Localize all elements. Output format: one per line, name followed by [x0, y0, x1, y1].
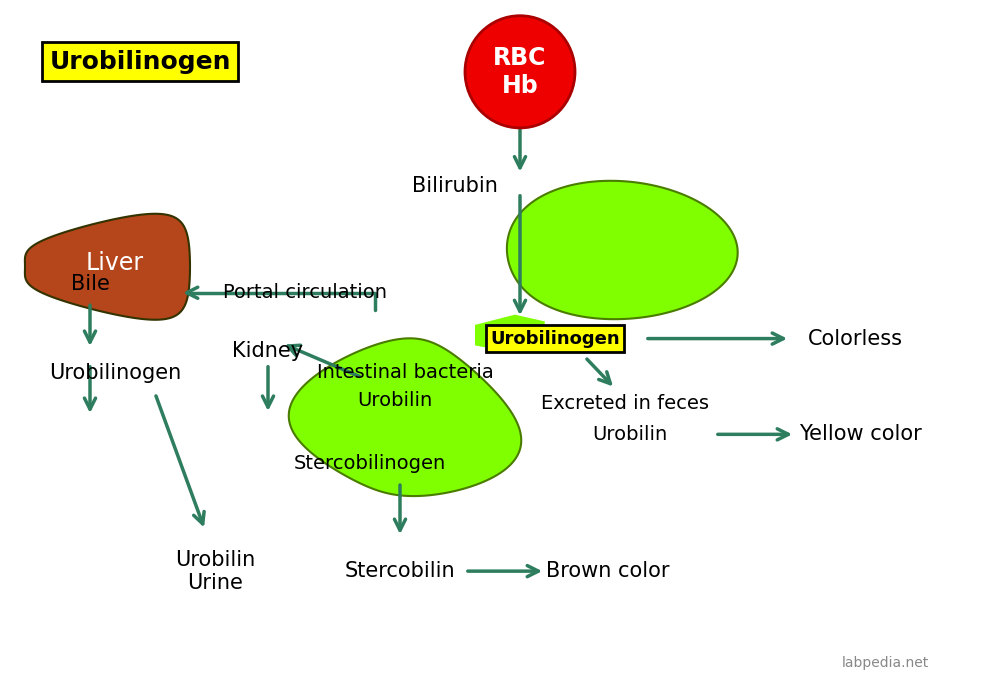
Text: Urobilin: Urobilin	[357, 391, 433, 410]
Text: Urobilinogen: Urobilinogen	[49, 363, 181, 383]
Text: RBC
Hb: RBC Hb	[493, 46, 547, 98]
Text: Stercobilinogen: Stercobilinogen	[294, 453, 446, 473]
Polygon shape	[289, 339, 521, 496]
Text: Yellow color: Yellow color	[799, 424, 921, 445]
Text: Urobilin: Urobilin	[592, 425, 668, 444]
Text: Intestinal bacteria: Intestinal bacteria	[317, 363, 493, 382]
Text: Bilirubin: Bilirubin	[412, 176, 498, 196]
Text: Urobilinogen: Urobilinogen	[49, 49, 231, 74]
Text: Urobilin
Urine: Urobilin Urine	[175, 549, 255, 593]
Text: Colorless: Colorless	[808, 328, 902, 349]
Polygon shape	[25, 214, 190, 319]
Polygon shape	[475, 315, 545, 352]
Text: Bile: Bile	[71, 274, 109, 294]
Text: Excreted in feces: Excreted in feces	[541, 394, 709, 413]
Text: Brown color: Brown color	[546, 561, 670, 581]
Text: Stercobilin: Stercobilin	[345, 561, 455, 581]
Polygon shape	[507, 181, 738, 319]
Text: Portal circulation: Portal circulation	[223, 283, 387, 302]
Text: labpedia.net: labpedia.net	[841, 657, 929, 670]
Text: Liver: Liver	[86, 251, 144, 276]
Text: Urobilinogen: Urobilinogen	[490, 330, 620, 347]
Ellipse shape	[465, 16, 575, 128]
Text: Kidney: Kidney	[232, 341, 304, 361]
